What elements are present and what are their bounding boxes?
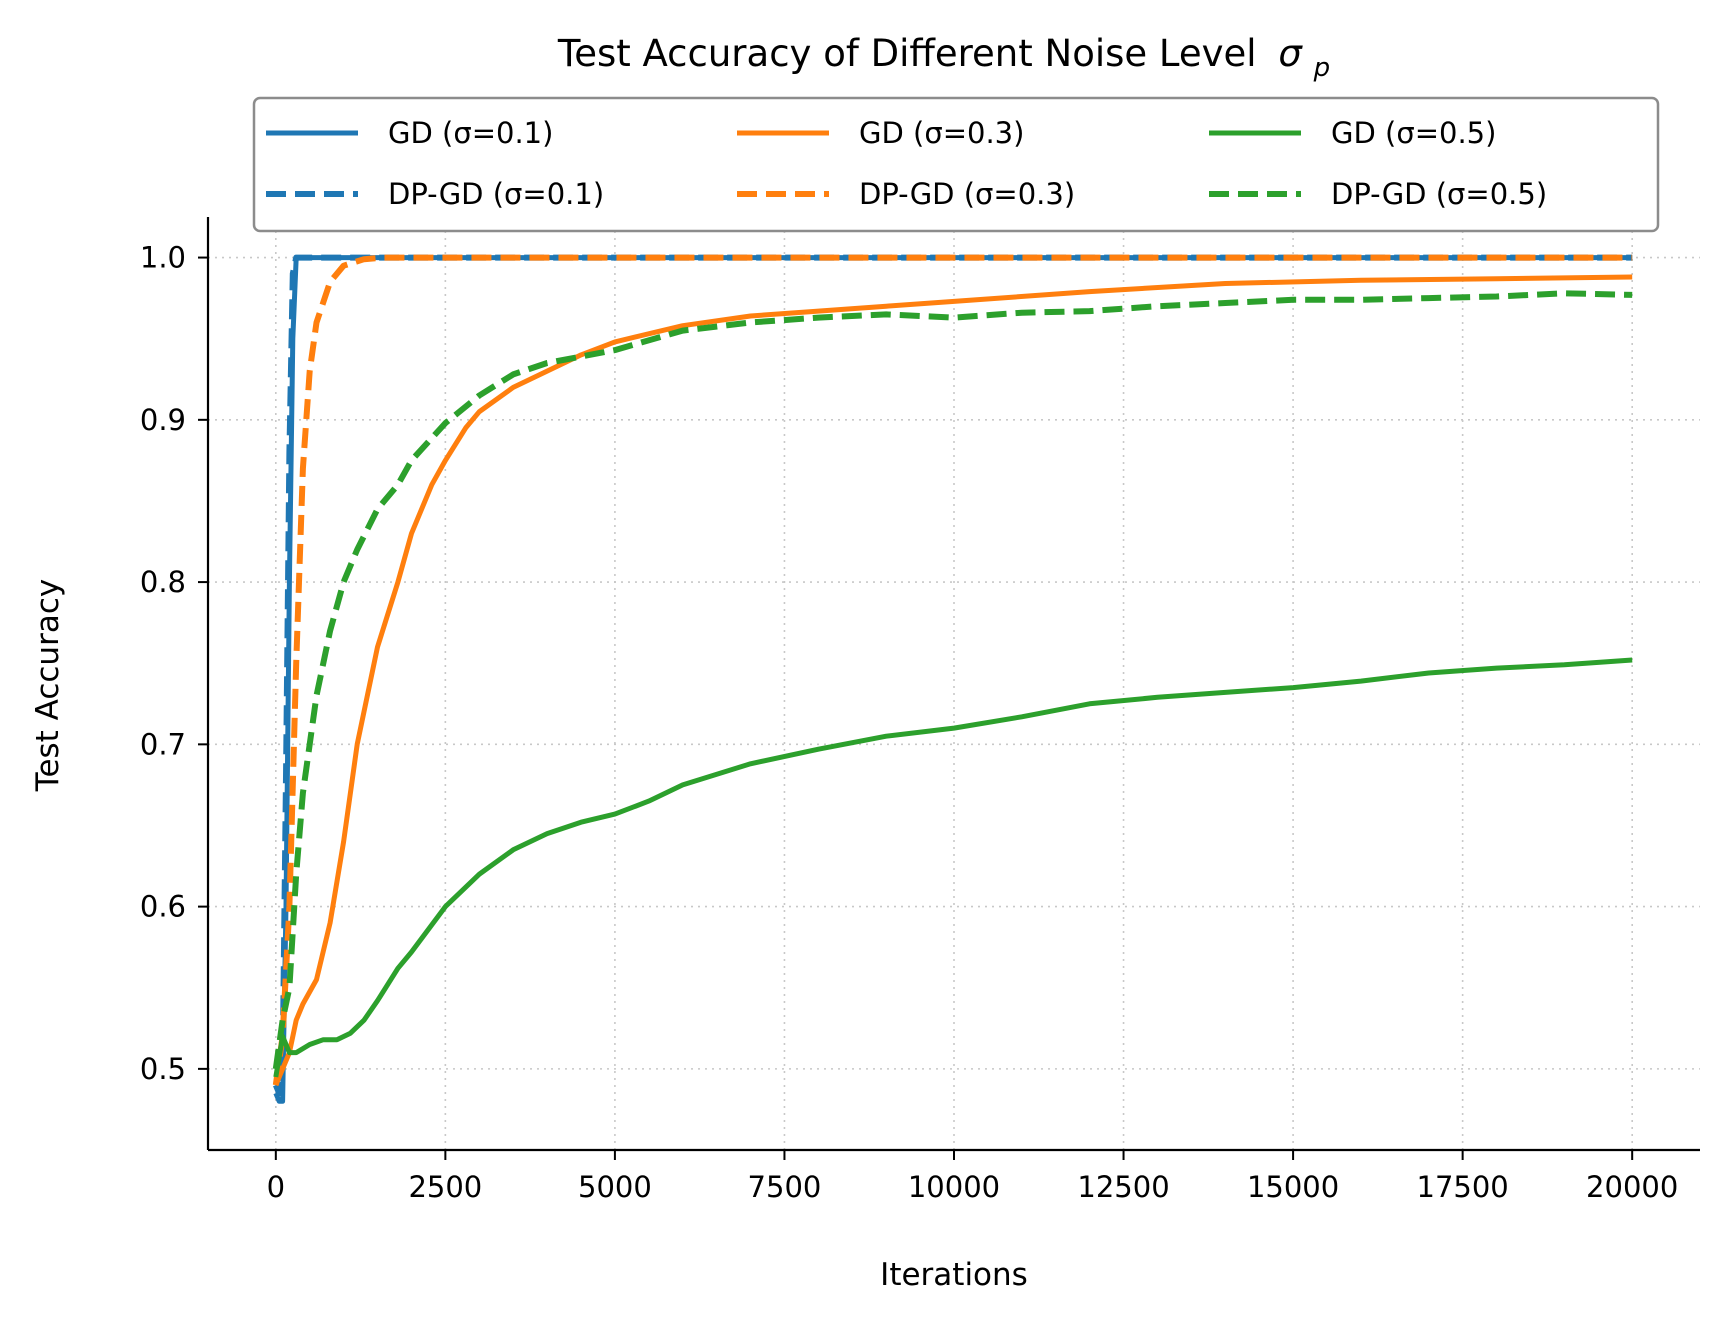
y-tick-label-5: 1.0 <box>140 241 186 275</box>
x-tick-label-2: 5000 <box>578 1170 652 1204</box>
x-tick-label-1: 2500 <box>408 1170 482 1204</box>
legend-label-4: GD (σ=0.5) <box>1331 116 1496 150</box>
chart-title-subscript: p <box>1313 53 1331 83</box>
y-tick-label-4: 0.9 <box>140 403 186 437</box>
x-tick-label-3: 7500 <box>748 1170 822 1204</box>
grid-layer <box>208 217 1700 1150</box>
legend-label-3: DP-GD (σ=0.3) <box>859 177 1075 211</box>
y-tick-label-2: 0.7 <box>140 727 186 761</box>
legend-label-2: GD (σ=0.3) <box>859 116 1024 150</box>
series-line-2 <box>273 274 1633 1087</box>
x-axis-title: Iterations <box>880 1257 1028 1293</box>
chart-title-symbol: σ <box>1278 32 1303 75</box>
x-tick-label-5: 12500 <box>1077 1170 1169 1204</box>
y-axis-title: Test Accuracy <box>30 579 66 792</box>
legend-label-1: DP-GD (σ=0.1) <box>388 177 604 211</box>
y-tick-label-0: 0.5 <box>140 1052 186 1086</box>
x-tick-label-7: 17500 <box>1417 1170 1509 1204</box>
y-tick-label-1: 0.6 <box>140 890 186 924</box>
series-layer <box>272 254 1633 1104</box>
legend: GD (σ=0.1) DP-GD (σ=0.1) GD (σ=0.3) DP-GD (… <box>252 96 1660 233</box>
series-line-5 <box>272 290 1633 1070</box>
series-line-4 <box>273 657 1633 1078</box>
chart-title-text: Test Accuracy of Different Noise Level <box>557 32 1257 75</box>
legend-label-0: GD (σ=0.1) <box>388 116 553 150</box>
legend-frame <box>252 96 1660 233</box>
chart-title: Test Accuracy of Different Noise Level σ… <box>557 32 1330 83</box>
legend-entries: GD (σ=0.1) DP-GD (σ=0.1) GD (σ=0.3) DP-GD (… <box>266 116 1547 211</box>
axes-layer: 0 2500 5000 7500 10000 12500 15000 17500 20000 0.… <box>140 217 1700 1204</box>
series-line-3 <box>272 254 1633 1086</box>
y-tick-label-3: 0.8 <box>140 565 186 599</box>
x-tick-label-0: 0 <box>267 1170 285 1204</box>
x-tick-label-4: 10000 <box>908 1170 1000 1204</box>
legend-label-5: DP-GD (σ=0.5) <box>1331 177 1547 211</box>
x-tick-label-6: 15000 <box>1247 1170 1339 1204</box>
x-tick-label-8: 20000 <box>1586 1170 1678 1204</box>
